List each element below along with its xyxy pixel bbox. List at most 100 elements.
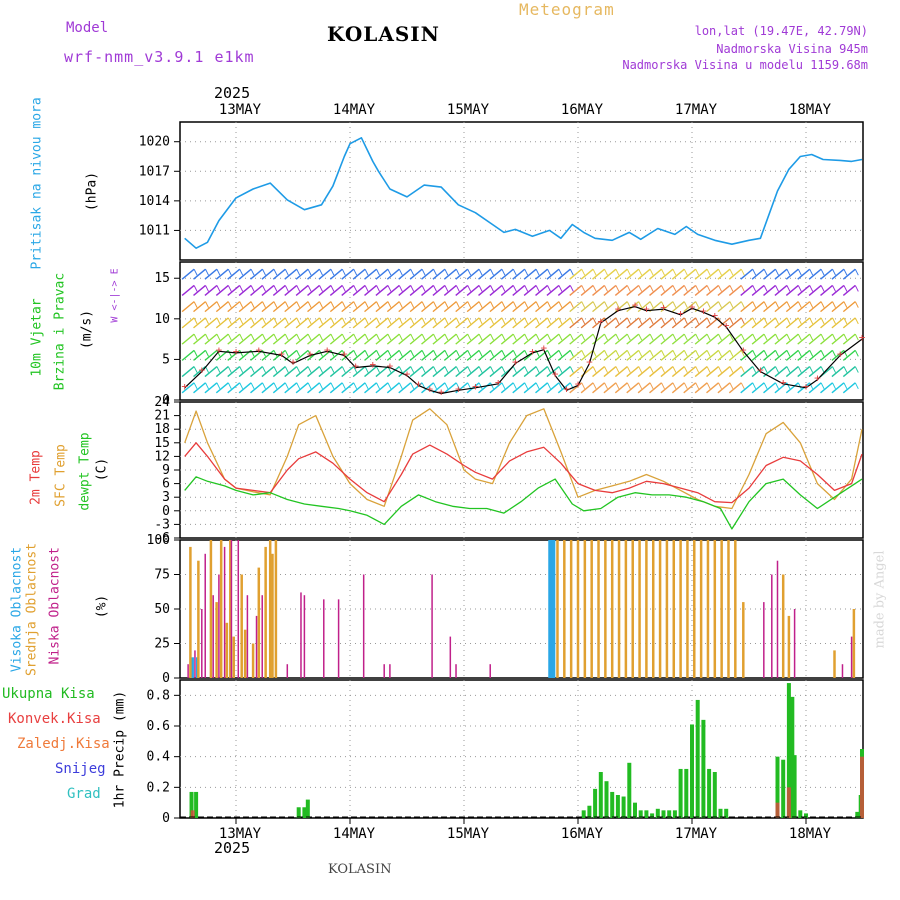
cloud-bar — [300, 592, 302, 678]
wind-barb-flag — [478, 268, 483, 276]
wind-barb — [364, 333, 377, 345]
wind-gust-marker: + — [711, 309, 718, 322]
wind-barb-flag — [615, 285, 620, 292]
wind-barb-flag — [786, 317, 791, 325]
cloud-bar — [693, 540, 696, 678]
wind-barb-flag — [604, 350, 608, 357]
wind-barb-flag — [193, 268, 198, 276]
wind-barb — [626, 349, 640, 361]
wind-barb — [432, 284, 446, 296]
wind-barb — [478, 349, 491, 361]
wind-barb — [763, 301, 776, 313]
wind-barb — [421, 382, 434, 394]
wind-barb — [272, 317, 286, 329]
wind-barb-flag — [227, 301, 232, 308]
wind-barb-flag — [387, 301, 392, 308]
wind-barb-flag — [706, 382, 711, 390]
precip-bar — [718, 808, 723, 818]
wind-barb — [181, 317, 195, 329]
wind-barb — [466, 284, 480, 296]
wind-barb — [751, 382, 765, 394]
wind-barb-flag — [467, 333, 472, 341]
wind-barb — [751, 284, 765, 296]
wind-barb — [808, 301, 822, 313]
wind-barb-flag — [262, 366, 266, 373]
wind-barb — [409, 349, 423, 361]
wind-barb-flag — [421, 268, 426, 276]
wind-gust-marker: + — [757, 364, 764, 377]
wind-barb — [421, 317, 434, 329]
cloud-bar — [225, 622, 229, 678]
wind-barb-flag — [296, 285, 301, 292]
wind-barb-flag — [569, 350, 574, 357]
wind-barb — [432, 301, 446, 313]
wind-barb — [808, 268, 822, 280]
wind-barb — [295, 301, 309, 313]
wind-barb-flag — [307, 382, 312, 390]
wind-barb — [295, 333, 309, 345]
wind-barb-flag — [398, 333, 403, 341]
day-label-bottom: 16MAY — [561, 826, 604, 842]
pressure-ytick-label: 1020 — [139, 135, 170, 150]
wind-barb — [671, 382, 685, 394]
wind-barb — [785, 317, 799, 329]
wind-barb-flag — [683, 301, 688, 308]
cloud-bar — [389, 664, 391, 678]
wind-barb — [227, 284, 241, 296]
wind-barb — [261, 284, 275, 296]
wind-barb-flag — [410, 382, 415, 390]
cloud-bar — [261, 595, 263, 678]
wind-barb-flag — [524, 317, 529, 325]
wind-barb — [261, 317, 275, 329]
wind-barb — [181, 366, 195, 378]
wind-barb — [443, 301, 457, 313]
wind-barb — [740, 382, 754, 394]
wind-barb-flag — [410, 350, 415, 357]
wind-barb — [193, 366, 206, 378]
wind-barb-flag — [763, 382, 768, 390]
wind-barb-flag — [524, 350, 529, 357]
wind-barb — [478, 284, 491, 296]
precip-bar — [724, 808, 729, 818]
wind-barb-flag — [547, 382, 551, 390]
wind-barb-flag — [216, 285, 221, 292]
wind-barb — [250, 333, 263, 345]
wind-barb-flag — [558, 301, 563, 308]
wind-barb — [318, 301, 332, 313]
wind-panel: 0 5 10 15 — [154, 261, 864, 408]
wind-barb — [466, 333, 480, 345]
wind-barb-flag — [341, 301, 346, 308]
wind-barb — [637, 317, 651, 329]
wind-barb-flag — [341, 382, 346, 390]
wind-barb — [364, 284, 377, 296]
wind-barb — [352, 349, 366, 361]
wind-barb — [329, 333, 343, 345]
wind-barb-flag — [672, 333, 677, 341]
wind-barb-flag — [193, 301, 198, 308]
wind-barb-flag — [820, 350, 825, 357]
wind-barb — [295, 349, 309, 361]
legend-frz-rain: Zaledj.Kisa — [17, 736, 110, 752]
wind-barb-flag — [433, 301, 437, 308]
wind-barb — [512, 366, 526, 378]
wind-barb-flag — [763, 268, 768, 276]
wind-barb — [421, 284, 434, 296]
wind-barb-flag — [695, 301, 700, 308]
wind-barb-flag — [581, 333, 586, 341]
wind-barb-flag — [444, 382, 449, 390]
wind-barb — [489, 268, 503, 280]
wind-gust-marker: + — [552, 368, 559, 381]
wind-barb — [329, 301, 343, 313]
wind-barb — [466, 317, 480, 329]
wind-barb-flag — [672, 366, 677, 373]
wind-barb-flag — [718, 382, 722, 390]
wind-barb — [660, 301, 674, 313]
wind-barb — [614, 382, 628, 394]
wind-barb — [386, 382, 400, 394]
wind-gust-marker: + — [404, 368, 411, 381]
wind-gust-marker: + — [632, 299, 639, 312]
wind-barb-flag — [661, 301, 665, 308]
wind-barb — [580, 284, 594, 296]
wind-gust-marker: + — [415, 377, 422, 390]
wind-barb-flag — [843, 350, 848, 357]
